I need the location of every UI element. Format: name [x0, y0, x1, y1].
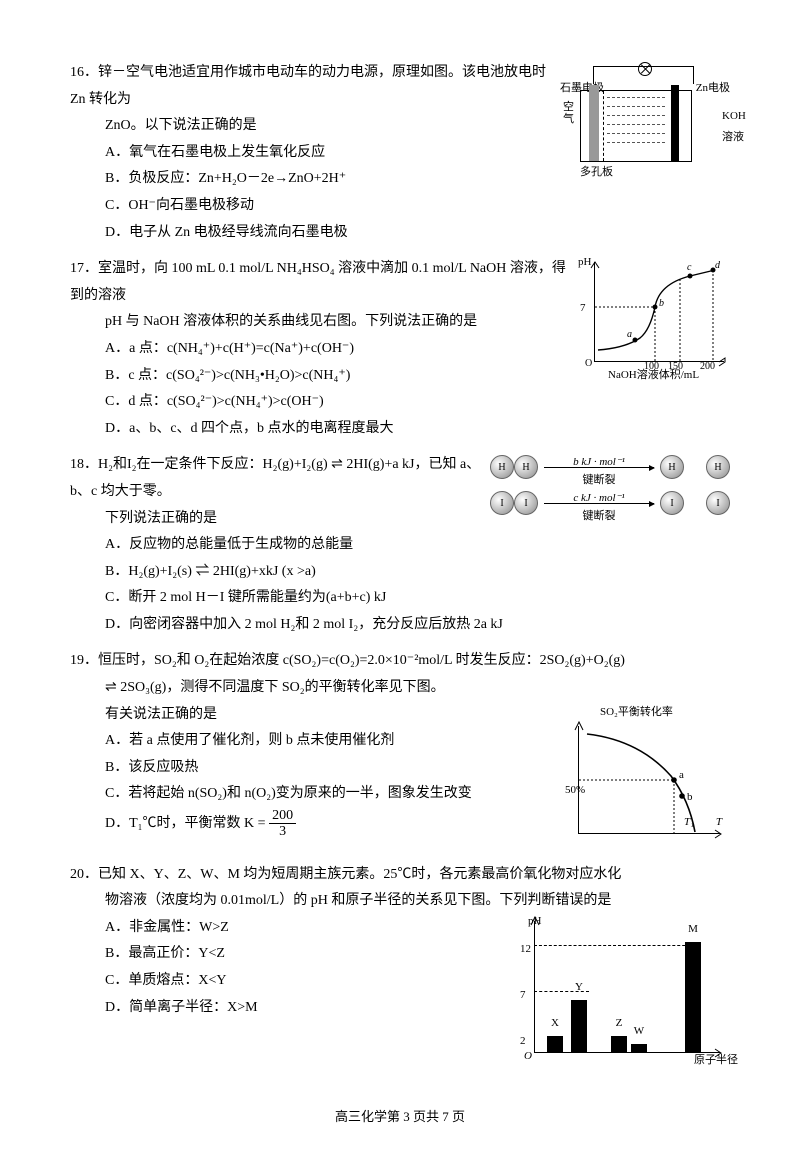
- q19-frac-num: 200: [269, 808, 296, 824]
- q19-T1: T₁: [684, 812, 694, 833]
- q19-stem2: ⇌ 2SO₃(g)，测得不同温度下 SO₂的平衡转化率见下图。: [70, 675, 730, 702]
- q18-optB: B．H₂(g)+I₂(s) ⇌ 2HI(g)+xkJ (x >a): [70, 559, 730, 586]
- q19-figure: SO₂平衡转化率 a b 50% T₁ T: [560, 702, 730, 852]
- q20-num: 20．: [70, 867, 98, 882]
- q17-stem1: 室温时，向 100 mL 0.1 mol/L NH₄HSO₄ 溶液中滴加 0.1…: [70, 261, 566, 303]
- question-17: pH 7 a b c d O 100 150 200 NaOH溶液体积/mL 1…: [70, 256, 730, 442]
- q17-figure: pH 7 a b c d O 100 150 200 NaOH溶液体积/mL: [580, 256, 730, 386]
- q19-T: T: [716, 812, 722, 833]
- q17-optC: C．d 点：c(SO₄²⁻)>c(NH₄⁺)>c(OH⁻): [70, 389, 730, 416]
- q18-optD: D．向密闭容器中加入 2 mol H₂和 2 mol I₂，充分反应后放热 2a…: [70, 612, 730, 639]
- q16-label-zn: Zn电极: [696, 78, 730, 99]
- q16-label-koh: KOH 溶液: [722, 106, 762, 148]
- svg-text:O: O: [585, 358, 592, 369]
- q20-t12: 12: [520, 939, 531, 960]
- q17-t200: 200: [700, 357, 715, 376]
- svg-text:a: a: [627, 329, 632, 340]
- q17-optD: D．a、b、c、d 四个点，b 点水的电离程度最大: [70, 416, 730, 443]
- question-18: HH b kJ · mol⁻¹键断裂 HH II c kJ · mol⁻¹键断裂…: [70, 452, 730, 638]
- q20-stem2: 物溶液（浓度均为 0.01mol/L）的 pH 和原子半径的关系见下图。下列判断…: [70, 888, 730, 915]
- q18-optA: A．反应物的总能量低于生成物的总能量: [70, 532, 730, 559]
- q20-xlabel: 原子半径: [694, 1050, 738, 1071]
- q17-num: 17．: [70, 261, 98, 276]
- q17-xlabel: NaOH溶液体积/mL: [608, 365, 699, 386]
- question-16: 石墨电极 Zn电极 空 气 KOH 溶液 多孔板 16．锌－空气电池适宜用作城市…: [70, 60, 730, 246]
- svg-text:b: b: [687, 791, 693, 803]
- q16-stem1: 锌－空气电池适宜用作城市电动车的动力电源，原理如图。该电池放电时 Zn 转化为: [70, 65, 546, 107]
- q20-axes: X Y Z W M: [534, 921, 720, 1053]
- q16-optC: C．OH⁻向石墨电极移动: [70, 193, 730, 220]
- svg-text:d: d: [715, 260, 721, 271]
- q16-optD: D．电子从 Zn 电极经导线流向石墨电极: [70, 220, 730, 247]
- bulb-icon: [638, 62, 652, 76]
- q16-figure: 石墨电极 Zn电极 空 气 KOH 溶液 多孔板: [560, 60, 730, 180]
- q18-optC: C．断开 2 mol H－I 键所需能量约为(a+b+c) kJ: [70, 585, 730, 612]
- q16-label-porous: 多孔板: [580, 162, 613, 183]
- svg-text:a: a: [679, 769, 684, 781]
- page-footer: 高三化学第 3 页共 7 页: [70, 1105, 730, 1130]
- q17-curve: a b c d O: [595, 262, 725, 362]
- q19-stem1: 恒压时，SO₂和 O₂在起始浓度 c(SO₂)=c(O₂)=2.0×10⁻²mo…: [98, 653, 625, 668]
- svg-text:c: c: [687, 262, 692, 273]
- q19-frac-den: 3: [269, 824, 296, 839]
- q16-label-air: 空 气: [563, 101, 579, 125]
- page: 石墨电极 Zn电极 空 气 KOH 溶液 多孔板 16．锌－空气电池适宜用作城市…: [0, 0, 800, 1160]
- q18-num: 18．: [70, 457, 98, 472]
- q20-stem1: 已知 X、Y、Z、W、M 均为短周期主族元素。25℃时，各元素最高价氧化物对应水…: [98, 867, 621, 882]
- q17-seven: 7: [580, 298, 586, 319]
- question-19: 19．恒压时，SO₂和 O₂在起始浓度 c(SO₂)=c(O₂)=2.0×10⁻…: [70, 648, 730, 851]
- q18-stem1: H₂和I₂在一定条件下反应：H₂(g)+I₂(g) ⇌ 2HI(g)+a kJ，…: [70, 457, 480, 499]
- question-20: 20．已知 X、Y、Z、W、M 均为短周期主族元素。25℃时，各元素最高价氧化物…: [70, 862, 730, 1075]
- q20-t7: 7: [520, 985, 526, 1006]
- q19-50: 50%: [565, 780, 585, 801]
- q16-num: 16．: [70, 65, 98, 80]
- svg-text:b: b: [659, 298, 664, 309]
- q19-title: SO₂平衡转化率: [600, 702, 673, 723]
- q19-num: 19．: [70, 653, 98, 668]
- q20-figure: pH 12 7 2 X Y Z W M O 原子半径: [510, 915, 730, 1075]
- q18-figure: HH b kJ · mol⁻¹键断裂 HH II c kJ · mol⁻¹键断裂…: [490, 452, 730, 518]
- q17-ylabel: pH: [578, 252, 591, 273]
- q19-curve: a b: [579, 726, 721, 834]
